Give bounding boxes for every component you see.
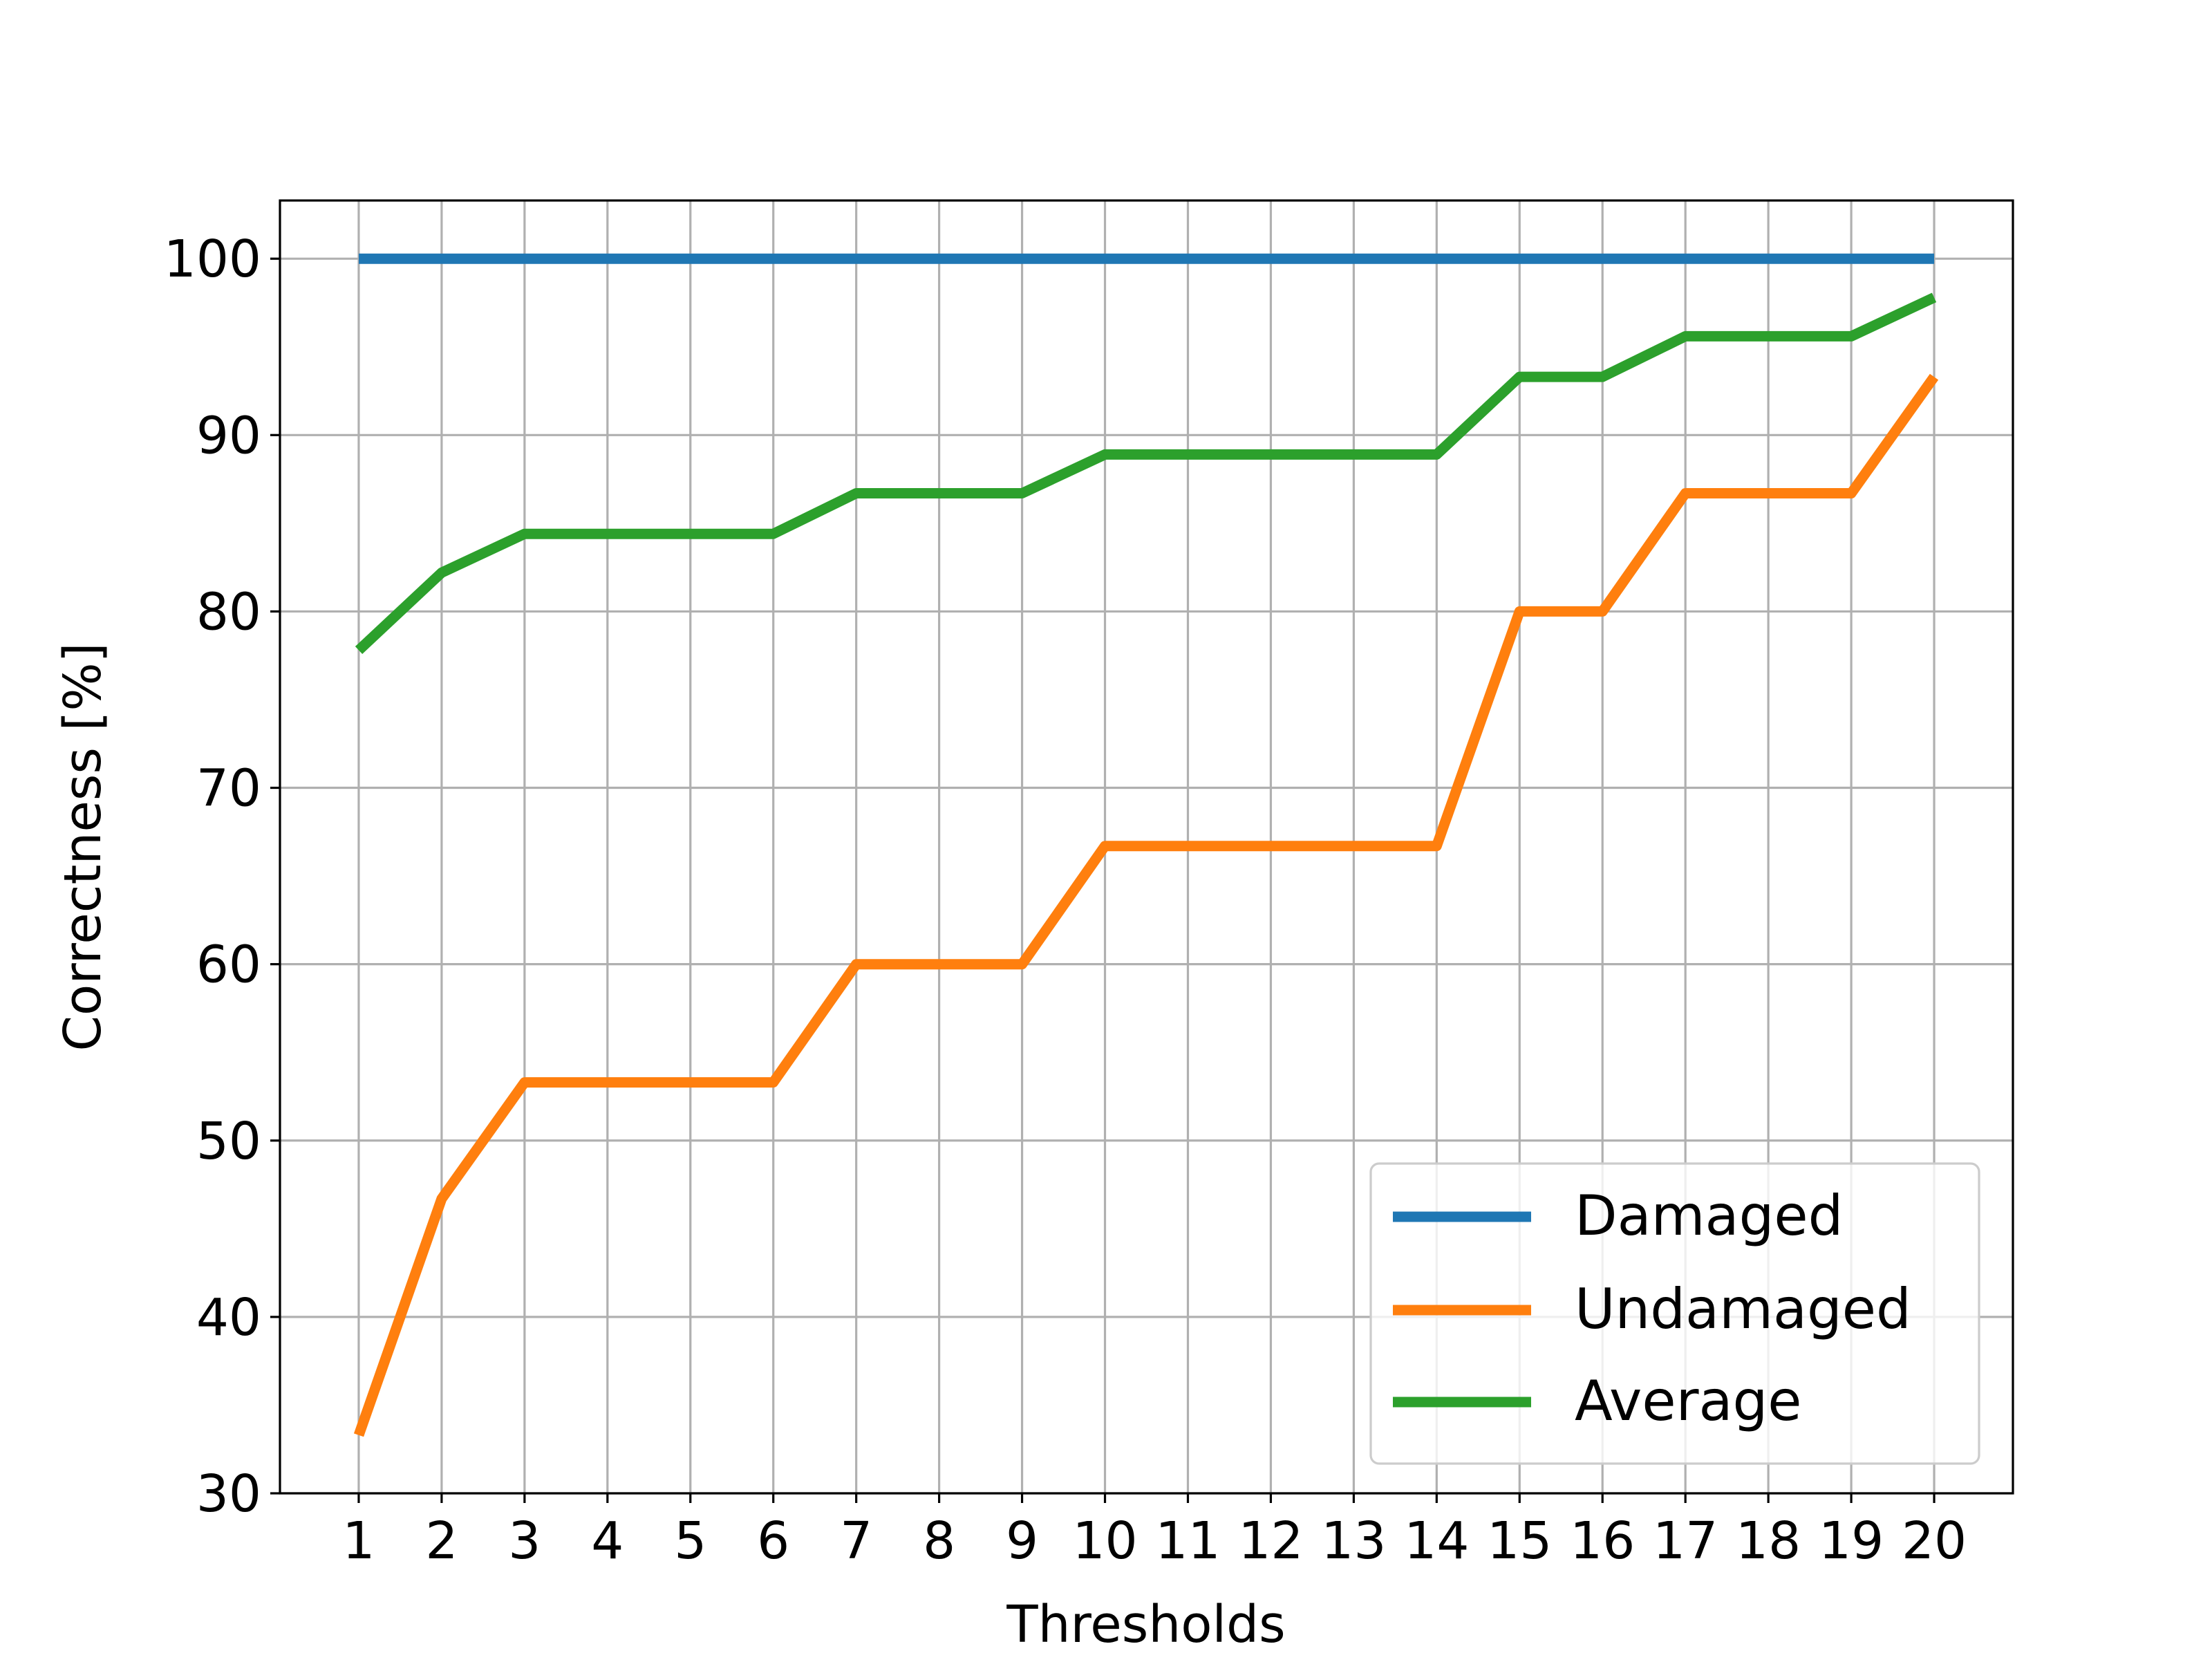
x-tick-label: 5 <box>674 1511 706 1571</box>
y-tick-label: 100 <box>164 230 261 289</box>
x-tick-label: 9 <box>1006 1511 1038 1571</box>
x-tick-label: 14 <box>1404 1511 1469 1571</box>
x-tick-label: 10 <box>1072 1511 1137 1571</box>
plot-area-frame <box>279 199 2014 1495</box>
series-line-average <box>355 292 1937 654</box>
x-tick-label: 1 <box>342 1511 375 1571</box>
axis-ticks: 1 2 3 4 5 6 7 8 9 10 11 12 13 14 15 16 17 18 19 20304050607… <box>164 230 1967 1571</box>
x-tick-label: 16 <box>1570 1511 1635 1571</box>
x-tick-label: 12 <box>1238 1511 1303 1571</box>
x-tick-label: 6 <box>757 1511 789 1571</box>
x-tick-label: 4 <box>591 1511 624 1571</box>
x-tick-label: 3 <box>508 1511 541 1571</box>
y-axis-label: Correctness [%] <box>53 642 113 1051</box>
legend-frame <box>1369 1162 1980 1465</box>
y-tick-label: 90 <box>196 406 261 465</box>
y-tick-label: 40 <box>196 1288 261 1347</box>
legend-label: Undamaged <box>1575 1277 1911 1341</box>
x-tick-label: 15 <box>1487 1511 1552 1571</box>
series-lines <box>353 253 1939 1437</box>
y-tick-label: 50 <box>196 1112 261 1171</box>
x-axis-label: Thresholds <box>1006 1595 1285 1654</box>
x-tick-label: 2 <box>425 1511 458 1571</box>
x-tick-label: 13 <box>1321 1511 1386 1571</box>
x-tick-label: 17 <box>1653 1511 1718 1571</box>
y-tick-label: 30 <box>196 1464 261 1524</box>
x-tick-label: 11 <box>1155 1511 1220 1571</box>
series-line-undamaged <box>353 373 1939 1437</box>
x-tick-label: 20 <box>1902 1511 1967 1571</box>
legend-label: Damaged <box>1575 1184 1843 1248</box>
x-tick-label: 8 <box>923 1511 955 1571</box>
legend: Damaged Undamaged Average <box>1369 1162 1980 1465</box>
x-tick-label: 18 <box>1736 1511 1801 1571</box>
y-tick-label: 80 <box>196 582 261 642</box>
legend-label: Average <box>1575 1369 1802 1433</box>
y-tick-label: 60 <box>196 935 261 995</box>
y-tick-label: 70 <box>196 759 261 819</box>
x-tick-label: 7 <box>840 1511 872 1571</box>
x-tick-label: 19 <box>1819 1511 1884 1571</box>
